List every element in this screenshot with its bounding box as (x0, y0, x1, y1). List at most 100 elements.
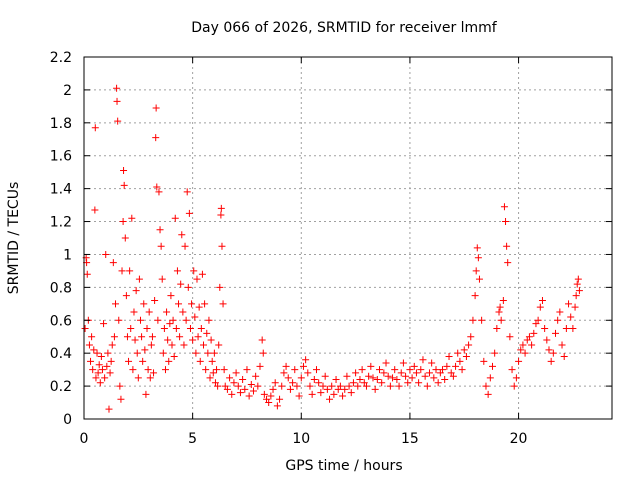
data-point (147, 341, 155, 349)
data-point (85, 341, 93, 349)
data-point (132, 287, 140, 295)
data-point (326, 395, 334, 403)
data-point (284, 374, 292, 382)
data-point (391, 366, 399, 374)
data-point (202, 366, 210, 374)
x-tick-label: 10 (292, 431, 310, 447)
data-point (93, 349, 101, 357)
data-point (293, 382, 301, 390)
data-point (125, 357, 133, 365)
data-point (449, 372, 457, 380)
data-point (280, 369, 288, 377)
data-point (88, 333, 96, 341)
y-axis-label: SRMTID / TECUs (6, 182, 22, 295)
data-point (110, 333, 118, 341)
data-point (215, 341, 223, 349)
data-point (328, 382, 336, 390)
data-point (417, 366, 425, 374)
data-point (247, 380, 255, 388)
data-point (153, 183, 161, 191)
data-point (482, 382, 490, 390)
data-point (504, 259, 512, 267)
data-point (478, 316, 486, 324)
data-point (186, 325, 194, 332)
data-point (512, 374, 520, 382)
data-point (530, 329, 538, 337)
data-point (545, 346, 553, 354)
data-point (123, 333, 131, 341)
data-point (161, 366, 169, 374)
data-point (190, 267, 198, 275)
data-point (462, 352, 470, 360)
y-tick-label: 0.6 (50, 313, 72, 329)
data-point (415, 379, 423, 387)
data-point (203, 329, 211, 337)
data-point (362, 382, 370, 390)
data-point (547, 357, 555, 365)
data-point (160, 325, 168, 332)
data-point (171, 214, 179, 222)
data-point (439, 366, 447, 374)
data-point (402, 372, 410, 380)
data-point (192, 349, 200, 357)
data-point (143, 325, 151, 332)
data-point (271, 379, 279, 387)
data-point (107, 357, 115, 365)
data-point (217, 204, 225, 212)
data-point (206, 374, 214, 382)
data-point (98, 366, 106, 374)
data-point (106, 369, 114, 377)
data-point (135, 275, 143, 283)
plot-frame (83, 56, 613, 420)
data-point (572, 292, 580, 300)
data-point (552, 329, 560, 337)
data-point (180, 341, 188, 349)
data-point (121, 234, 129, 242)
data-point (495, 308, 503, 316)
data-point (332, 376, 340, 384)
data-point (126, 267, 134, 275)
data-point (282, 362, 290, 370)
data-point (302, 356, 310, 364)
data-point (319, 382, 327, 390)
data-point (488, 362, 496, 370)
data-point (200, 341, 208, 349)
data-point (560, 352, 568, 360)
data-point (543, 336, 551, 344)
data-point (259, 349, 267, 357)
data-point (198, 270, 206, 278)
data-point (141, 346, 149, 354)
data-point (183, 188, 191, 196)
data-point (131, 336, 139, 344)
data-point (484, 390, 492, 398)
data-point (458, 366, 466, 374)
data-point (154, 316, 162, 324)
data-point (406, 366, 414, 374)
data-point (423, 382, 431, 390)
data-point (155, 188, 163, 196)
data-point (395, 382, 403, 390)
data-point (558, 341, 566, 349)
data-point (103, 362, 111, 370)
data-point (108, 341, 116, 349)
data-point (286, 385, 294, 393)
data-point (508, 366, 516, 374)
data-point (104, 349, 112, 357)
data-point (169, 316, 177, 324)
data-point (256, 362, 264, 370)
data-point (144, 366, 152, 374)
data-point (159, 349, 167, 357)
data-point (90, 346, 98, 354)
data-point (230, 379, 238, 387)
data-point (356, 376, 364, 384)
data-point (219, 300, 227, 308)
data-point (339, 392, 347, 400)
data-point (515, 357, 523, 365)
data-point (565, 300, 573, 308)
data-point (205, 316, 213, 324)
data-point (410, 362, 418, 370)
data-point (536, 303, 544, 311)
data-point (89, 366, 97, 374)
data-point (491, 349, 499, 357)
data-point (213, 366, 221, 374)
